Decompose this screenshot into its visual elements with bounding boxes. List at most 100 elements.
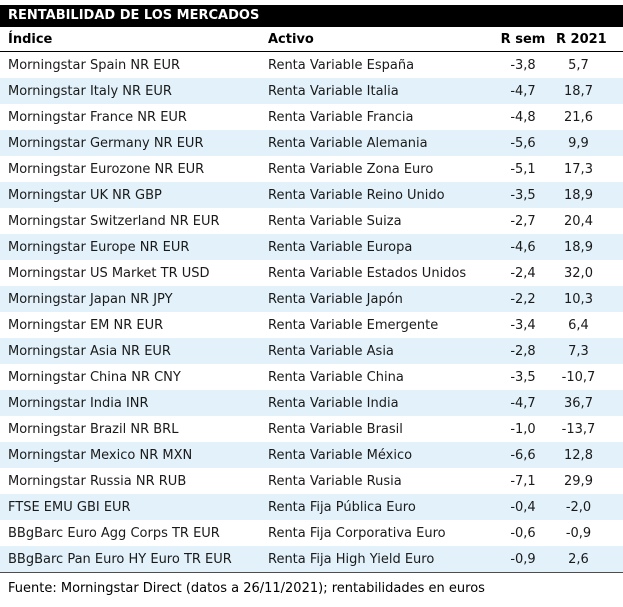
cell-r2021: 7,3 [568,343,589,359]
cell-r2021: 17,3 [564,161,593,177]
cell-activo: Renta Variable Estados Unidos [268,265,467,281]
cell-activo: Renta Variable Zona Euro [268,161,434,177]
cell-rsem: -0,6 [510,525,536,541]
cell-activo: Renta Variable Asia [268,343,394,359]
cell-activo: Renta Variable Italia [268,83,399,99]
table-row: Morningstar Russia NR RUB Renta Variable … [0,468,623,494]
cell-activo: Renta Variable Europa [268,239,413,255]
table-row: Morningstar UK NR GBP Renta Variable Rein… [0,182,623,208]
cell-rsem: -0,9 [490,546,556,573]
cell-rsem: -3,5 [510,369,536,385]
cell-indice: Morningstar Brazil NR BRL [8,421,179,437]
cell-r2021: 5,7 [568,57,589,73]
cell-rsem: -2,7 [510,213,536,229]
cell-activo: Renta Variable Japón [268,291,403,307]
cell-activo: Renta Fija High Yield Euro [262,546,490,573]
cell-activo: Renta Variable Brasil [268,421,403,437]
cell-indice: Morningstar France NR EUR [8,109,187,125]
cell-r2021: -2,0 [565,499,592,515]
cell-rsem: -3,8 [510,57,536,73]
table-row: FTSE EMU GBI EUR Renta Fija Pública Euro -… [0,494,623,520]
cell-activo: Renta Variable Suiza [268,213,402,229]
table-row: Morningstar Europe NR EUR Renta Variable … [0,234,623,260]
cell-activo: Renta Fija Pública Euro [268,499,416,515]
cell-activo: Renta Variable Francia [268,109,414,125]
table-row: Morningstar China NR CNY Renta Variable C… [0,364,623,390]
table-row: Morningstar France NR EUR Renta Variable … [0,104,623,130]
cell-rsem: -0,4 [510,499,536,515]
table-row: Morningstar India INR Renta Variable Indi… [0,390,623,416]
cell-activo: Renta Variable Alemania [268,135,428,151]
cell-indice: Morningstar Germany NR EUR [8,135,204,151]
table-row: Morningstar Brazil NR BRL Renta Variable … [0,416,623,442]
cell-indice: FTSE EMU GBI EUR [8,499,131,515]
cell-rsem: -2,2 [510,291,536,307]
cell-r2021: 6,4 [568,317,589,333]
cell-indice: Morningstar Japan NR JPY [8,291,173,307]
table-row: BBgBarc Euro Agg Corps TR EUR Renta Fija … [0,520,623,546]
returns-table: Índice Activo R sem R 2021 Morningstar S… [0,27,623,573]
cell-indice: Morningstar EM NR EUR [8,317,164,333]
cell-rsem: -4,7 [510,83,536,99]
cell-r2021: 29,9 [564,473,593,489]
cell-r2021: 18,9 [564,187,593,203]
cell-rsem: -3,5 [510,187,536,203]
cell-activo: Renta Variable España [268,57,415,73]
cell-indice: Morningstar China NR CNY [8,369,181,385]
cell-indice: Morningstar US Market TR USD [8,265,210,281]
cell-indice: Morningstar Switzerland NR EUR [8,213,220,229]
cell-activo: Renta Variable Reino Unido [268,187,445,203]
cell-indice: BBgBarc Euro Agg Corps TR EUR [8,525,220,541]
header-row: Índice Activo R sem R 2021 [0,27,623,52]
cell-indice: Morningstar Russia NR RUB [8,473,187,489]
table-title: RENTABILIDAD DE LOS MERCADOS [0,5,623,27]
table-body: Morningstar Spain NR EUR Renta Variable E… [0,52,623,573]
cell-rsem: -7,1 [510,473,536,489]
cell-activo: Renta Variable Rusia [268,473,402,489]
cell-indice: Morningstar Spain NR EUR [8,57,181,73]
cell-r2021: 32,0 [564,265,593,281]
cell-r2021: 12,8 [564,447,593,463]
cell-r2021: 21,6 [564,109,593,125]
cell-activo: Renta Variable Emergente [268,317,439,333]
cell-rsem: -6,6 [510,447,536,463]
table-row: BBgBarc Pan Euro HY Euro TR EUR Renta Fij… [0,546,623,573]
cell-r2021: 20,4 [564,213,593,229]
table-row: Morningstar Mexico NR MXN Renta Variable … [0,442,623,468]
cell-indice: Morningstar Eurozone NR EUR [8,161,205,177]
cell-activo: Renta Fija Corporativa Euro [268,525,446,541]
cell-r2021: 9,9 [568,135,589,151]
table-row: Morningstar Italy NR EUR Renta Variable I… [0,78,623,104]
cell-indice: Morningstar India INR [8,395,149,411]
cell-activo: Renta Variable India [268,395,399,411]
cell-rsem: -1,0 [510,421,536,437]
cell-rsem: -5,1 [510,161,536,177]
cell-indice: Morningstar Mexico NR MXN [8,447,193,463]
source-note: Fuente: Morningstar Direct (datos a 26/1… [8,581,485,596]
table-row: Morningstar EM NR EUR Renta Variable Emer… [0,312,623,338]
table-row: Morningstar Asia NR EUR Renta Variable As… [0,338,623,364]
cell-rsem: -5,6 [510,135,536,151]
cell-r2021: -13,7 [561,421,596,437]
cell-indice: Morningstar Europe NR EUR [8,239,190,255]
cell-activo: Renta Variable México [268,447,413,463]
cell-rsem: -4,8 [510,109,536,125]
cell-r2021: 36,7 [564,395,593,411]
cell-indice: Morningstar Italy NR EUR [8,83,172,99]
table-row: Morningstar Japan NR JPY Renta Variable J… [0,286,623,312]
table-row: Morningstar Switzerland NR EUR Renta Vari… [0,208,623,234]
cell-rsem: -2,8 [510,343,536,359]
table-row: Morningstar Eurozone NR EUR Renta Variabl… [0,156,623,182]
col-header-r2021: R 2021 [556,27,623,52]
cell-indice: Morningstar Asia NR EUR [8,343,171,359]
cell-rsem: -3,4 [510,317,536,333]
col-header-rsem: R sem [490,27,556,52]
cell-rsem: -2,4 [510,265,536,281]
cell-r2021: -0,9 [565,525,592,541]
cell-r2021: -10,7 [561,369,596,385]
cell-r2021: 18,7 [564,83,593,99]
cell-r2021: 2,6 [556,546,623,573]
col-header-indice: Índice [0,27,262,52]
table-row: Morningstar US Market TR USD Renta Variab… [0,260,623,286]
